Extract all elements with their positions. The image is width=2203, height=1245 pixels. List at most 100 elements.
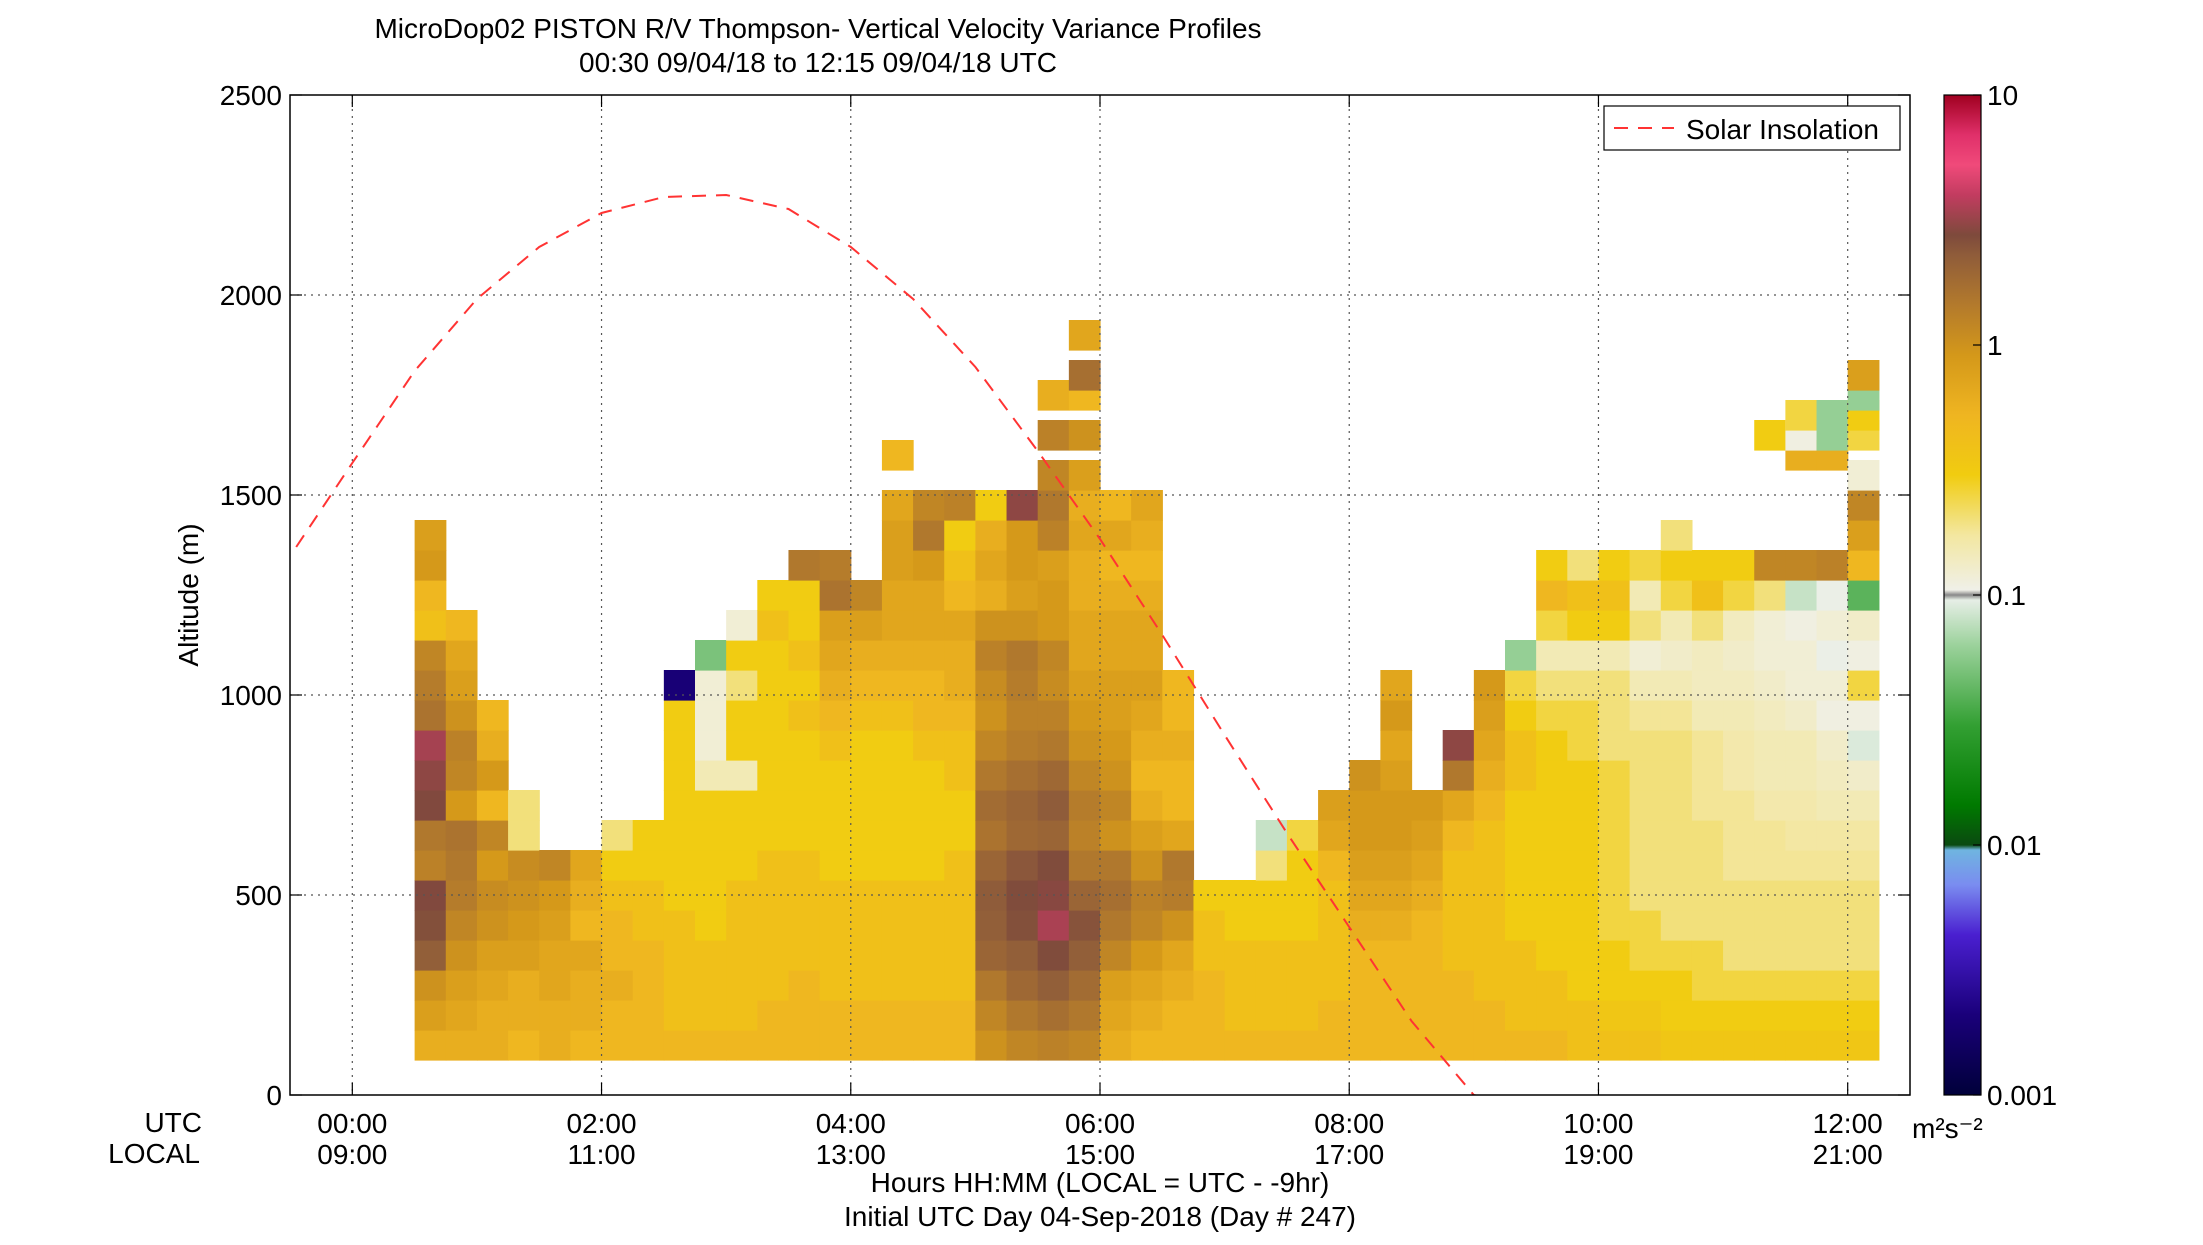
heatmap-cell (726, 640, 758, 671)
heatmap-cell (476, 940, 509, 971)
heatmap-cell (1723, 730, 1755, 761)
heatmap-cell (1411, 820, 1444, 851)
heatmap-cell (1380, 1030, 1413, 1061)
heatmap-cell (1723, 700, 1755, 731)
heatmap-cell (1536, 640, 1568, 671)
heatmap-cell (1754, 940, 1786, 971)
heatmap-cell (1068, 1000, 1101, 1031)
heatmap-cell (1660, 610, 1693, 641)
heatmap-cell (975, 610, 1008, 641)
utc-row-label: UTC (144, 1107, 202, 1138)
heatmap-cell (1349, 790, 1381, 821)
heatmap-cell (944, 1000, 976, 1031)
heatmap-cell (1442, 730, 1475, 761)
heatmap-cell (414, 520, 447, 551)
heatmap-cell (1567, 760, 1600, 791)
heatmap-cell (944, 820, 976, 851)
heatmap-cell (1629, 790, 1662, 821)
heatmap-cell (1255, 910, 1288, 941)
heatmap-cell (1754, 580, 1786, 611)
heatmap-cell (1068, 700, 1101, 731)
heatmap-cell (788, 880, 821, 911)
heatmap-cell (1754, 850, 1786, 881)
heatmap-cell (788, 580, 821, 611)
heatmap-cell (850, 970, 883, 1001)
heatmap-cell (975, 1030, 1008, 1061)
heatmap-cell (1723, 1030, 1755, 1061)
heatmap-cell (881, 1000, 914, 1031)
heatmap-cell (1723, 850, 1755, 881)
heatmap-cell (1816, 670, 1849, 701)
heatmap-cell (944, 940, 976, 971)
heatmap-cell (881, 1030, 914, 1061)
heatmap-cell (1411, 1030, 1444, 1061)
heatmap-cell (1131, 940, 1163, 971)
heatmap-cell (1660, 1030, 1693, 1061)
heatmap-cell (944, 1030, 976, 1061)
heatmap-cell (1442, 820, 1475, 851)
heatmap-cell (913, 940, 945, 971)
heatmap-cell (1691, 820, 1724, 851)
heatmap-cell (414, 550, 447, 581)
heatmap-cell (1162, 820, 1195, 851)
heatmap-cell (944, 670, 976, 701)
heatmap-cell (1847, 460, 1880, 491)
heatmap-cell (1505, 1030, 1537, 1061)
heatmap-cell (1847, 820, 1880, 851)
heatmap-cell (1567, 970, 1600, 1001)
heatmap-cell (508, 1030, 540, 1061)
heatmap-cell (1691, 610, 1724, 641)
heatmap-cell (975, 670, 1008, 701)
heatmap-cell (663, 820, 696, 851)
heatmap-cell (1162, 790, 1195, 821)
heatmap-cell (1473, 760, 1506, 791)
heatmap-cell (1816, 730, 1849, 761)
heatmap-cell (819, 910, 852, 941)
heatmap-cell (476, 790, 509, 821)
heatmap-cell (913, 790, 945, 821)
heatmap-cell (1847, 640, 1880, 671)
heatmap-cell (445, 1000, 478, 1031)
heatmap-cell (1442, 1000, 1475, 1031)
heatmap-cell (1505, 730, 1537, 761)
heatmap-cell (913, 910, 945, 941)
heatmap-cell (726, 850, 758, 881)
heatmap-cell (570, 850, 603, 881)
heatmap-cell (788, 550, 821, 581)
heatmap-cell (1068, 320, 1101, 351)
heatmap-cell (1847, 760, 1880, 791)
heatmap-cell (1816, 1000, 1849, 1031)
heatmap-cell (445, 910, 478, 941)
heatmap-cell (601, 940, 634, 971)
heatmap-cell (944, 580, 976, 611)
heatmap-cell (1131, 520, 1163, 551)
heatmap-cell (445, 790, 478, 821)
heatmap-cell (944, 730, 976, 761)
heatmap-cell (1442, 970, 1475, 1001)
heatmap-cell (1349, 1000, 1381, 1031)
heatmap-cell (1754, 610, 1786, 641)
heatmap-cell (1629, 640, 1662, 671)
heatmap-cell (726, 910, 758, 941)
heatmap-cell (1100, 580, 1132, 611)
heatmap-cell (1723, 640, 1755, 671)
heatmap-cell (1473, 670, 1506, 701)
heatmap-cell (1785, 550, 1818, 581)
heatmap-cell (1442, 910, 1475, 941)
y-tick-label: 1000 (220, 680, 282, 711)
heatmap-cell (539, 880, 571, 911)
heatmap-cell (819, 760, 852, 791)
heatmap-cell (819, 610, 852, 641)
heatmap-cell (881, 970, 914, 1001)
heatmap-cell (1131, 700, 1163, 731)
colorbar-units: m²s⁻² (1912, 1113, 1983, 1144)
heatmap-cell (788, 790, 821, 821)
heatmap-cell (1380, 670, 1413, 701)
x-tick-label-local: 15:00 (1065, 1139, 1135, 1170)
heatmap-cell (1847, 940, 1880, 971)
heatmap-cell (1785, 880, 1818, 911)
heatmap-cell (1473, 940, 1506, 971)
heatmap-cell (1473, 700, 1506, 731)
heatmap-cell (1162, 700, 1195, 731)
heatmap-cell (1068, 580, 1101, 611)
